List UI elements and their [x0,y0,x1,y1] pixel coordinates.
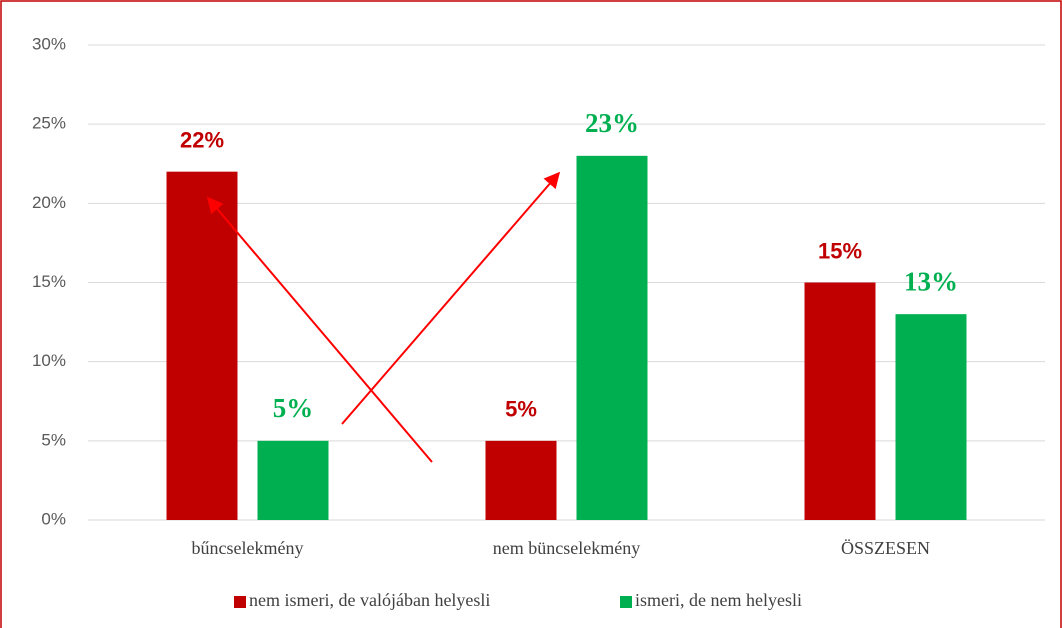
x-tick-label: nem büncselekmény [493,538,640,558]
arrow [206,196,433,463]
y-tick-label: 25% [32,114,66,133]
y-tick-label: 10% [32,351,66,370]
value-label: 22% [180,127,224,152]
legend-swatch [234,596,246,608]
legend-label: ismeri, de nem helyesli [635,590,802,610]
legend-swatch [620,596,632,608]
legend-label: nem ismeri, de valójában helyesli [249,590,490,610]
bar [485,440,557,520]
plot-area: 0% 5% 10% 15% 20% 25% 30% bűncselekmény 22% 5% nem… [32,34,1045,610]
bar [804,282,876,520]
x-tick-label: bűncselekmény [192,538,304,558]
value-label: 15% [818,238,862,263]
x-tick-label: ÖSSZESEN [841,538,930,558]
bar [576,155,648,521]
arrow [341,171,561,425]
bar [166,171,238,520]
y-tick-label: 15% [32,272,66,291]
bar [257,440,329,520]
y-tick-label: 30% [32,34,66,53]
bar [895,314,967,520]
y-tick-label: 20% [32,193,66,212]
y-tick-label: 0% [41,509,66,528]
value-label: 13% [904,266,958,296]
value-label: 5% [273,393,314,423]
value-label: 23% [585,108,639,138]
y-tick-label: 5% [41,430,66,449]
value-label: 5% [505,397,537,422]
